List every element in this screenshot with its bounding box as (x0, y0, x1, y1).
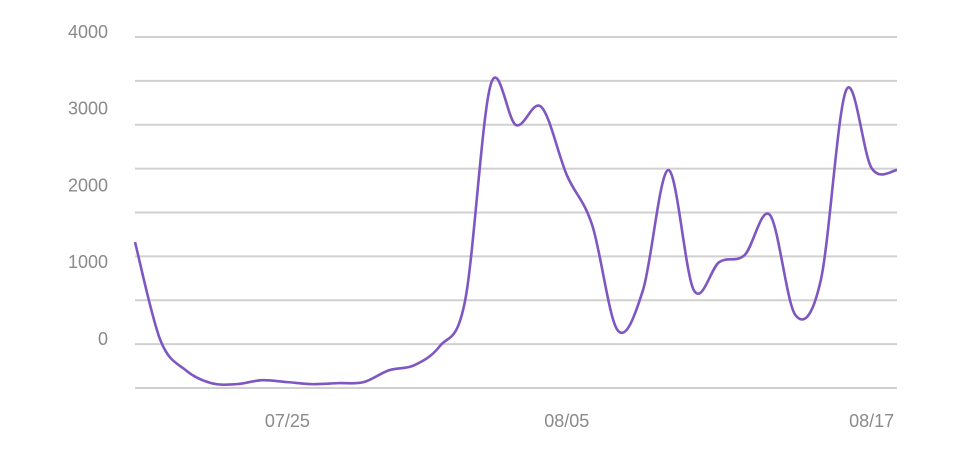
line (133, 76, 898, 386)
y-tick-label: 1000 (68, 252, 108, 272)
y-tick-label: 2000 (68, 175, 108, 195)
x-tick-label: 07/25 (265, 411, 310, 431)
x-tick-label: 08/17 (849, 411, 894, 431)
y-tick-label: 0 (98, 329, 108, 349)
x-tick-label: 08/05 (544, 411, 589, 431)
y-tick-label: 3000 (68, 99, 108, 119)
y-tick-label: 4000 (68, 22, 108, 42)
